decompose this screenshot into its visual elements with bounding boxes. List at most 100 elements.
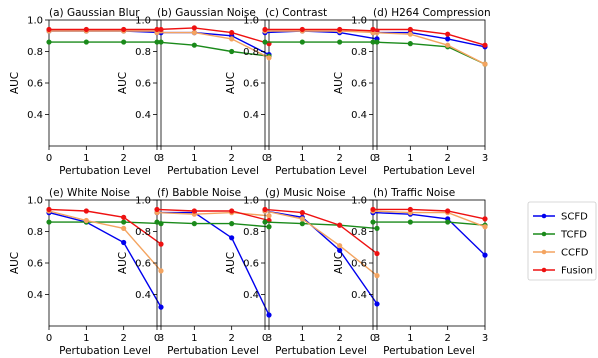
y-axis-label: AUC (117, 72, 129, 94)
x-tick-label: 0 (46, 333, 52, 344)
legend: SCFD TCFD CCFD Fusion (527, 201, 597, 281)
legend-item-fusion: Fusion (533, 266, 593, 277)
series-line (48, 208, 162, 245)
series-line (156, 27, 270, 45)
series-fusion (370, 26, 488, 48)
x-axis-label: Pertubation Level (383, 345, 475, 357)
series-tcfd (46, 39, 164, 45)
series-line (264, 210, 378, 305)
data-point (299, 210, 305, 216)
data-point (121, 219, 127, 225)
x-tick-label: 0 (154, 153, 160, 164)
y-tick-label: 0.4 (243, 290, 259, 301)
x-axis-label: Pertubation Level (59, 165, 151, 177)
chart-title: (a) Gaussian Blur (49, 7, 140, 19)
data-point (229, 235, 235, 241)
legend-marker (541, 267, 547, 273)
series-line (156, 221, 270, 228)
data-point (370, 39, 376, 45)
y-tick-label: 0.4 (243, 110, 259, 121)
series-line (156, 211, 270, 217)
chart-panel-4: (e) White Noise 0.4 0.6 0.8 1.0 0 1 2 3 Pertubati… (9, 187, 164, 357)
series-line (372, 211, 486, 256)
chart-title: (f) Babble Noise (157, 187, 241, 199)
y-tick-label: 0.6 (351, 259, 367, 270)
x-axis-label: Pertubation Level (275, 345, 367, 357)
y-tick-label: 0.4 (27, 290, 43, 301)
y-tick-label: 1.0 (27, 196, 43, 207)
series-line (264, 30, 378, 40)
data-point (46, 206, 52, 213)
y-tick-label: 0.6 (135, 259, 151, 270)
data-point (121, 26, 127, 33)
data-point (299, 26, 305, 33)
y-tick-label: 1.0 (351, 16, 367, 27)
x-tick-label: 1 (407, 153, 413, 164)
y-axis-label: AUC (333, 252, 345, 274)
x-tick-label: 1 (299, 333, 305, 344)
legend-label: SCFD (561, 212, 588, 223)
x-tick-label: 1 (191, 333, 197, 344)
y-tick-label: 0.4 (135, 290, 151, 301)
y-tick-label: 1.0 (135, 196, 151, 207)
data-point (482, 42, 488, 48)
y-tick-label: 1.0 (243, 196, 259, 207)
x-tick-label: 0 (370, 333, 376, 344)
x-axis-label: Pertubation Level (167, 345, 259, 357)
data-point (374, 301, 380, 307)
data-point (262, 39, 268, 45)
series-line (372, 210, 486, 228)
series-fusion (46, 26, 164, 33)
y-tick-label: 0.4 (135, 110, 151, 121)
y-tick-label: 0.8 (27, 227, 43, 238)
data-point (266, 224, 272, 230)
y-tick-label: 1.0 (243, 16, 259, 27)
data-point (407, 31, 413, 37)
data-point (191, 208, 197, 214)
legend-label: TCFD (560, 230, 587, 241)
x-axis-label: Pertubation Level (59, 345, 151, 357)
series-line (48, 210, 162, 272)
x-tick-label: 2 (120, 153, 126, 164)
data-point (482, 252, 488, 258)
series-line (265, 28, 378, 32)
data-point (46, 26, 52, 33)
data-point (191, 221, 197, 227)
data-point (374, 225, 380, 231)
data-point (407, 26, 413, 33)
x-tick-label: 1 (299, 153, 305, 164)
data-point (445, 219, 451, 225)
data-point (154, 26, 160, 33)
y-tick-label: 0.4 (351, 290, 367, 301)
y-axis-label: AUC (225, 252, 237, 274)
legend-item-scfd: SCFD (533, 212, 588, 223)
data-point (370, 206, 376, 213)
x-tick-label: 2 (120, 333, 126, 344)
x-tick-label: 0 (262, 333, 268, 344)
y-tick-label: 0.8 (243, 227, 259, 238)
y-tick-label: 0.6 (27, 79, 43, 90)
series-line (373, 28, 486, 46)
x-axis-label: Pertubation Level (383, 165, 475, 177)
data-point (229, 208, 235, 214)
legend-marker (541, 231, 547, 237)
y-axis-label: AUC (225, 72, 237, 94)
data-point (370, 219, 376, 225)
data-point (445, 208, 451, 214)
y-tick-label: 0.8 (135, 227, 151, 238)
data-point (445, 36, 451, 42)
x-tick-label: 2 (228, 153, 234, 164)
data-point (374, 250, 380, 257)
data-point (158, 268, 164, 274)
y-tick-label: 0.8 (27, 47, 43, 58)
data-point (191, 42, 197, 48)
data-point (266, 213, 272, 219)
x-tick-label: 3 (482, 153, 488, 164)
data-point (407, 219, 413, 225)
series-line (48, 211, 162, 308)
data-point (154, 39, 160, 45)
x-axis-label: Pertubation Level (275, 165, 367, 177)
series-line (373, 31, 486, 48)
x-tick-label: 1 (407, 333, 413, 344)
series-line (156, 208, 270, 222)
